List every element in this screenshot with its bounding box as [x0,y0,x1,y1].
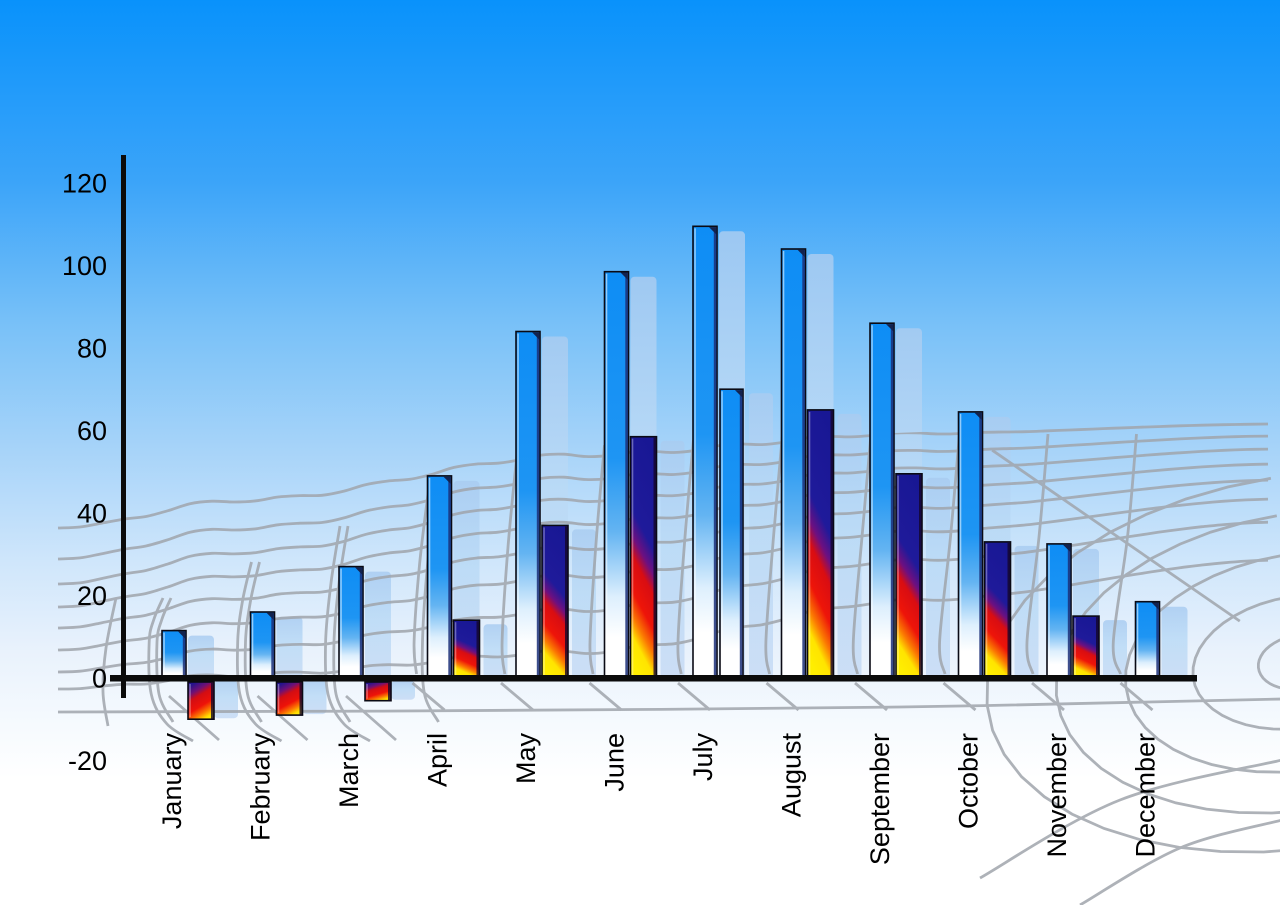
svg-text:September: September [865,733,895,865]
svg-text:December: December [1131,733,1161,858]
svg-text:40: 40 [77,499,107,529]
svg-text:May: May [511,733,541,785]
svg-text:0: 0 [92,664,107,694]
svg-text:August: August [777,733,807,818]
svg-text:January: January [157,733,187,830]
svg-text:November: November [1042,733,1072,858]
svg-text:60: 60 [77,416,107,446]
svg-text:20: 20 [77,581,107,611]
svg-text:April: April [423,733,453,787]
svg-text:March: March [334,733,364,808]
svg-text:-20: -20 [68,746,107,776]
svg-text:July: July [688,733,718,782]
svg-text:February: February [246,733,276,842]
svg-text:June: June [600,733,630,792]
svg-text:80: 80 [77,334,107,364]
svg-text:100: 100 [62,251,107,281]
svg-text:120: 120 [62,169,107,199]
svg-text:October: October [954,733,984,829]
